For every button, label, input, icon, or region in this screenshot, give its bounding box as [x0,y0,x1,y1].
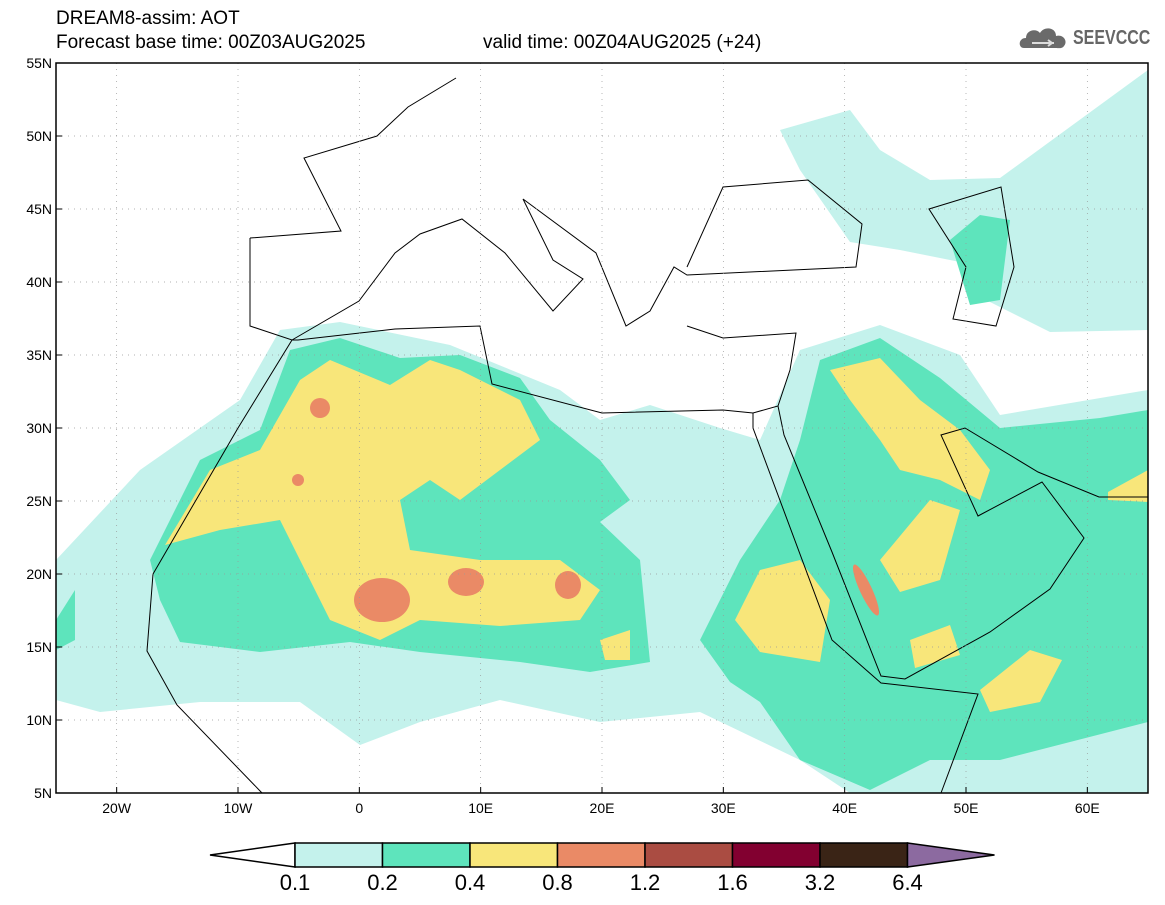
lat-label: 20N [26,566,52,582]
lat-label: 35N [26,347,52,363]
lon-label: 50E [954,800,979,816]
logo-text: SEEVCCC [1073,26,1151,49]
lat-label: 40N [26,274,52,290]
valid-time: valid time: 00Z04AUG2025 (+24) [483,32,762,53]
colorbar-label: 0.4 [454,870,486,895]
colorbar-under-arrow [209,842,296,868]
dust-layer-0.8 [292,398,880,622]
colorbar-label: 3.2 [804,870,836,895]
lat-label: 55N [26,55,52,71]
coastlines [146,77,1148,794]
dust-layer-0.4 [165,358,1148,712]
colorbar-label: 1.6 [717,870,748,895]
lat-label: 50N [26,128,52,144]
colorbar-label: 0.8 [542,870,573,895]
colorbar-over-arrow [906,842,995,868]
colorbar [209,842,995,868]
lon-label: 10E [468,800,493,816]
colorbar-label: 1.2 [629,870,661,895]
lat-label: 10N [26,712,52,728]
map-title: DREAM8-assim: AOT [56,8,240,29]
lon-label: 40E [832,800,857,816]
lon-label: 20E [590,800,615,816]
colorbar-label: 0.1 [279,870,311,895]
seevccc-logo: SEEVCCC [1018,24,1165,52]
colorbar-swatch [469,842,559,868]
lat-label: 5N [34,785,52,801]
lon-label: 0 [355,800,363,816]
lon-label: 20W [102,800,132,816]
lon-label: 60E [1075,800,1100,816]
colorbar-label: 6.4 [892,870,923,895]
forecast-base-time: Forecast base time: 00Z03AUG2025 [56,32,366,53]
colorbar-swatch [556,842,646,868]
lat-label: 15N [26,639,52,655]
colorbar-swatch [731,842,821,868]
colorbar-swatch [819,842,909,868]
lon-label: 10W [224,800,254,816]
colorbar-swatch [294,842,384,868]
lat-label: 30N [26,420,52,436]
lat-label: 45N [26,201,52,217]
lat-label: 25N [26,493,52,509]
lon-label: 30E [711,800,736,816]
colorbar-swatch [644,842,734,868]
colorbar-label: 0.2 [367,870,398,895]
colorbar-swatch [381,842,471,868]
cloud-icon [1019,28,1066,49]
